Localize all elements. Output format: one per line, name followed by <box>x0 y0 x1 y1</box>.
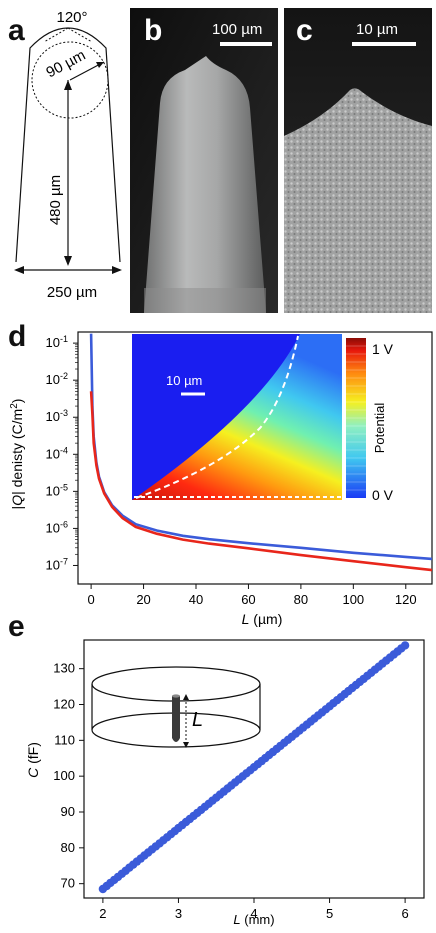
inset-equipotential <box>135 335 299 499</box>
d-y-tick-label: 10-4 <box>46 445 68 461</box>
colorbar-title: Potential <box>372 403 387 454</box>
d-x-tick-label: 40 <box>189 592 203 607</box>
curvature-circle <box>31 41 109 119</box>
d-y-tick-label: 10-6 <box>46 519 68 535</box>
d-x-tick-label: 20 <box>136 592 150 607</box>
d-y-tick-label: 10-2 <box>46 371 68 387</box>
panel-letter-c: c <box>296 14 313 47</box>
width-label: 250 µm <box>47 284 97 301</box>
radius-label: 90 µm <box>43 47 88 82</box>
d-series-line-1 <box>89 391 433 572</box>
angle-label: 120° <box>56 9 87 26</box>
scalebar-label-b: 100 µm <box>212 21 263 38</box>
tip-probe <box>172 696 180 742</box>
e-y-tick-label: 80 <box>61 840 75 855</box>
d-x-tick-label: 80 <box>294 592 308 607</box>
sem-tip-surface <box>284 88 432 313</box>
colorbar-top-label: 1 V <box>372 341 394 357</box>
e-y-tick-label: 110 <box>54 732 75 747</box>
colorbar-bottom-label: 0 V <box>372 487 394 503</box>
panel-letter-e: e <box>8 610 25 643</box>
e-y-tick-label: 90 <box>61 804 75 819</box>
d-xlabel: L (µm) <box>242 611 283 627</box>
panel-letter-d: d <box>8 320 27 353</box>
scalebar-b <box>220 42 272 46</box>
scalebar-c <box>352 42 416 46</box>
scalebar-label-c: 10 µm <box>356 21 398 38</box>
e-y-tick-label: 130 <box>53 661 75 676</box>
d-y-tick-label: 10-5 <box>46 482 68 498</box>
e-y-tick-label: 100 <box>53 768 75 783</box>
d-y-tick-label: 10-1 <box>46 334 68 350</box>
cylinder-inset: L <box>91 666 261 748</box>
angle-guide-right <box>67 27 93 43</box>
sem-image-c <box>284 8 432 313</box>
potential-inset: 10 µm 1 V 0 V Potential <box>132 334 394 503</box>
e-x-tick-label: 2 <box>99 906 106 921</box>
e-x-tick-label: 3 <box>175 906 182 921</box>
sem-image-b <box>130 8 278 313</box>
inset-length-label: L <box>192 709 203 731</box>
capacitance-chart: 2 3 4 5 6 70 80 90 100 110 120 130 L C (fF) L (mm) <box>25 639 425 927</box>
d-x-tick-label: 60 <box>241 592 255 607</box>
d-ylabel: |Q| denisty (C/m2) <box>9 399 26 510</box>
e-x-tick-label: 5 <box>326 906 333 921</box>
e-data-point <box>400 641 410 650</box>
sem-tip-body <box>144 56 266 313</box>
d-x-tick-label: 120 <box>395 592 417 607</box>
inset-field <box>132 334 342 500</box>
inset-scalebar-label: 10 µm <box>166 373 202 388</box>
e-y-tick-label: 70 <box>61 876 75 891</box>
e-y-tick-label: 120 <box>53 697 75 712</box>
panel-letter-a: a <box>8 14 25 47</box>
e-xlabel: L (mm) <box>233 912 274 927</box>
e-x-tick-label: 6 <box>401 906 408 921</box>
panel-letter-b: b <box>144 14 163 47</box>
d-x-tick-label: 100 <box>342 592 364 607</box>
angle-guide-left <box>43 27 69 43</box>
charge-density-chart: 0 20 40 60 80 100 120 10-7 10-6 10-5 10-4 10-3 10-2 1… <box>9 331 433 627</box>
tip-schematic: 120° 90 µm 480 µm 250 µm <box>14 9 122 301</box>
e-x-tick-label: 4 <box>250 906 257 921</box>
d-x-tick-label: 0 <box>87 592 94 607</box>
e-ylabel: C (fF) <box>25 742 41 778</box>
d-y-tick-label: 10-7 <box>46 556 68 572</box>
height-label: 480 µm <box>47 175 64 225</box>
d-y-tick-label: 10-3 <box>46 408 68 424</box>
